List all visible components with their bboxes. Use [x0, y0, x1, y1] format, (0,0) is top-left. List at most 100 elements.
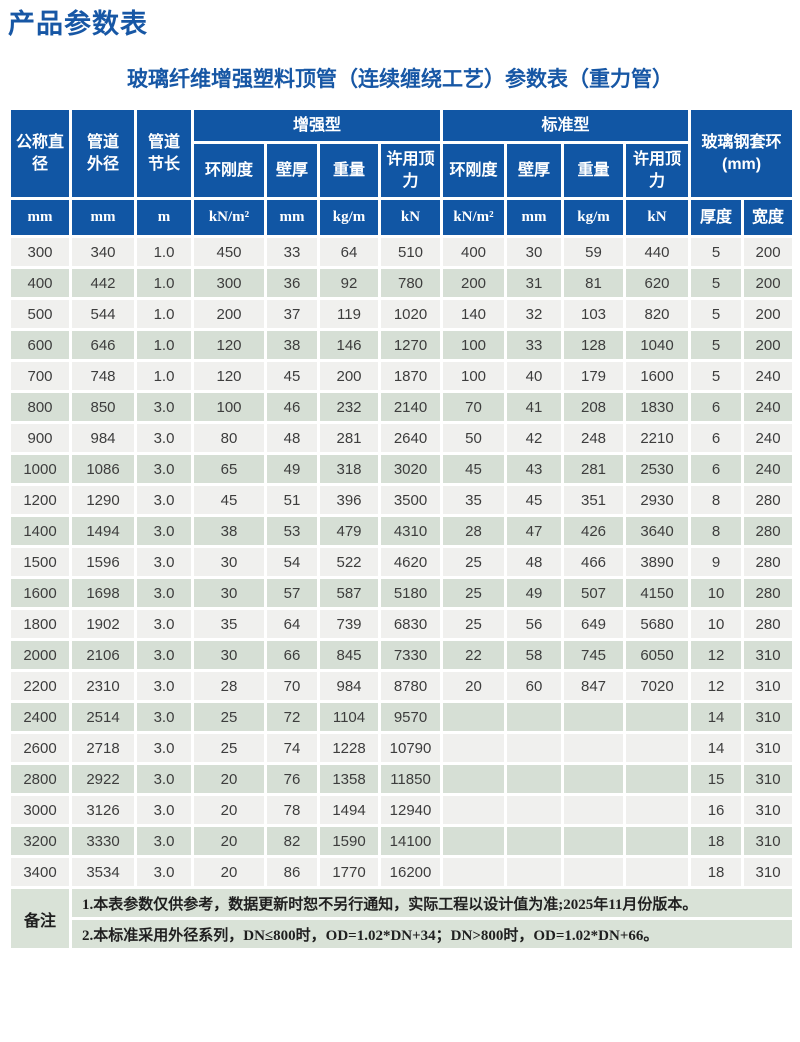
- table-cell: [623, 762, 692, 796]
- table-cell: [504, 793, 565, 827]
- table-cell: 12: [688, 669, 745, 703]
- table-cell: 3200: [8, 824, 72, 858]
- table-cell: 25: [191, 731, 267, 765]
- table-cell: 400: [8, 266, 72, 300]
- unit-cell: kN/m²: [191, 197, 267, 238]
- table-cell: 280: [741, 545, 796, 579]
- table-cell: 3.0: [134, 700, 194, 734]
- table-cell: 6: [688, 390, 745, 424]
- header-name-row: 环刚度 壁厚 重量 许用顶力 环刚度 壁厚 重量 许用顶力: [10, 141, 794, 200]
- table-row: 3400 3534 3.0 20 86 1770 16200 18 310: [8, 855, 796, 889]
- table-cell: 103: [561, 297, 627, 331]
- table-row: 2600 2718 3.0 25 74 1228 10790 14 310: [8, 731, 796, 765]
- table-cell: 748: [69, 359, 137, 393]
- table-cell: 15: [688, 762, 745, 796]
- table-cell: 3.0: [134, 483, 194, 517]
- table-cell: 32: [504, 297, 565, 331]
- table-cell: 300: [191, 266, 267, 300]
- unit-cell: m: [134, 197, 194, 238]
- table-cell: 1270: [377, 328, 444, 362]
- table-cell: 37: [264, 297, 320, 331]
- table-cell: 2640: [377, 421, 444, 455]
- table-cell: 76: [264, 762, 320, 796]
- table-cell: 310: [741, 762, 796, 796]
- table-cell: 396: [317, 483, 381, 517]
- table-cell: [561, 793, 627, 827]
- table-cell: 4310: [377, 514, 444, 548]
- table-cell: 1290: [69, 483, 137, 517]
- table-cell: 1800: [8, 607, 72, 641]
- table-cell: 9: [688, 545, 745, 579]
- table-cell: 7330: [377, 638, 444, 672]
- table-cell: 3400: [8, 855, 72, 889]
- table-cell: 86: [264, 855, 320, 889]
- table-cell: 51: [264, 483, 320, 517]
- table-cell: 510: [377, 235, 444, 269]
- table-cell: 8780: [377, 669, 444, 703]
- table-cell: [561, 731, 627, 765]
- table-cell: 6830: [377, 607, 444, 641]
- table-cell: 280: [741, 483, 796, 517]
- table-cell: 59: [561, 235, 627, 269]
- table-cell: 30: [191, 638, 267, 672]
- table-cell: 3.0: [134, 731, 194, 765]
- table-cell: 25: [191, 700, 267, 734]
- table-cell: [561, 824, 627, 858]
- note-line: 1.本表参数仅供参考，数据更新时恕不另行通知，实际工程以设计值为准;2025年1…: [68, 886, 796, 920]
- table-cell: 310: [741, 793, 796, 827]
- table-cell: 30: [191, 576, 267, 610]
- table-row: 1000 1086 3.0 65 49 318 3020 45 43 281 2530 6 240: [8, 452, 796, 486]
- table-cell: 3640: [623, 514, 692, 548]
- table-cell: 41: [504, 390, 565, 424]
- table-subtitle: 玻璃纤维增强塑料顶管（连续缠绕工艺）参数表（重力管）: [127, 68, 673, 91]
- table-cell: 466: [561, 545, 627, 579]
- table-cell: 318: [317, 452, 381, 486]
- table-cell: 1020: [377, 297, 444, 331]
- table-cell: 3890: [623, 545, 692, 579]
- table-cell: 20: [440, 669, 508, 703]
- table-cell: 45: [264, 359, 320, 393]
- table-cell: 200: [191, 297, 267, 331]
- table-cell: 80: [191, 421, 267, 455]
- table-cell: 2000: [8, 638, 72, 672]
- table-cell: 3.0: [134, 452, 194, 486]
- table-cell: 3330: [69, 824, 137, 858]
- unit-cell: kN: [623, 197, 692, 238]
- table-cell: 1830: [623, 390, 692, 424]
- table-cell: 620: [623, 266, 692, 300]
- table-cell: 4620: [377, 545, 444, 579]
- table-cell: 48: [504, 545, 565, 579]
- table-cell: 100: [440, 359, 508, 393]
- table-cell: [504, 824, 565, 858]
- table-cell: 240: [741, 390, 796, 424]
- table-row: 3200 3330 3.0 20 82 1590 14100 18 310: [8, 824, 796, 858]
- table-cell: 6: [688, 452, 745, 486]
- table-cell: 33: [264, 235, 320, 269]
- table-cell: 310: [741, 669, 796, 703]
- table-cell: [440, 731, 508, 765]
- table-cell: 70: [440, 390, 508, 424]
- table-cell: 30: [191, 545, 267, 579]
- table-cell: 310: [741, 731, 796, 765]
- col-header-pipe-od: 管道 外径: [69, 107, 137, 200]
- table-cell: 2930: [623, 483, 692, 517]
- table-cell: 179: [561, 359, 627, 393]
- header-line: 玻璃钢套环: [701, 133, 782, 151]
- table-cell: 3.0: [134, 390, 194, 424]
- table-cell: 140: [440, 297, 508, 331]
- table-cell: 100: [440, 328, 508, 362]
- table-cell: 12: [688, 638, 745, 672]
- table-cell: [561, 762, 627, 796]
- table-cell: 248: [561, 421, 627, 455]
- table-row: 900 984 3.0 80 48 281 2640 50 42 248 2210 6 240: [8, 421, 796, 455]
- table-cell: 4150: [623, 576, 692, 610]
- col-header-jacking-force-standard: 许用顶力: [623, 141, 692, 200]
- table-notes: 备注 1.本表参数仅供参考，数据更新时恕不另行通知，实际工程以设计值为准;202…: [8, 886, 796, 951]
- table-cell: 47: [504, 514, 565, 548]
- table-cell: 310: [741, 638, 796, 672]
- table-cell: 1086: [69, 452, 137, 486]
- table-cell: 1200: [8, 483, 72, 517]
- table-cell: 5180: [377, 576, 444, 610]
- table-row: 3000 3126 3.0 20 78 1494 12940 16 310: [8, 793, 796, 827]
- table-cell: 1358: [317, 762, 381, 796]
